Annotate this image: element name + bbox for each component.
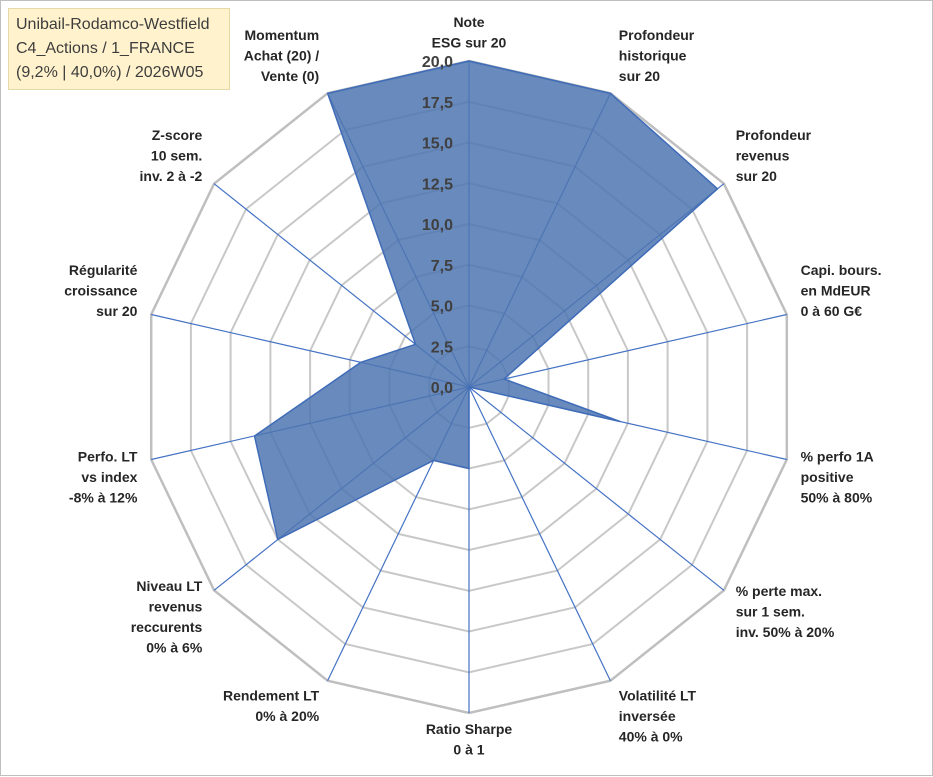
axis-label-line: 0% à 6% (146, 640, 203, 656)
axis-label-line: Profondeur (619, 27, 695, 43)
axis-label-line: 0% à 20% (255, 708, 319, 724)
axis-label: % perfo 1A positive 50% à 80% (801, 448, 874, 505)
radar-series (253, 60, 719, 541)
series-area (253, 60, 719, 541)
axis-label: Z-score 10 sem. inv. 2 à -2 (140, 127, 203, 184)
radar-axis-labels: Note ESG sur 20 Profondeur historique sur 20… (64, 14, 881, 758)
axis-label: Perfo. LT vs index -8% à 12% (69, 448, 138, 505)
spoke-line (468, 386, 725, 591)
axis-label-line: % perte max. (736, 583, 822, 599)
axis-label-line: inversée (619, 708, 676, 724)
axis-label-line: revenus (736, 148, 790, 164)
axis-label-line: revenus (149, 599, 203, 615)
axis-label-line: Perfo. LT (78, 448, 138, 464)
axis-label-line: 50% à 80% (801, 489, 873, 505)
axis-label: Volatilité LT inversée 40% à 0% (619, 688, 697, 745)
axis-label-line: Régularité (69, 262, 138, 278)
axis-label: Profondeur revenus sur 20 (736, 127, 812, 184)
axis-label-line: Note (453, 14, 484, 30)
axis-label-line: vs index (81, 469, 137, 485)
radar-tick-labels: 0,0 2,5 5,0 7,5 10,0 12,5 15,0 17,5 20,0 (422, 54, 453, 397)
axis-label-line: -8% à 12% (69, 489, 138, 505)
axis-label-line: sur 20 (619, 68, 660, 84)
tick-label: 2,5 (431, 339, 453, 356)
axis-label-line: Profondeur (736, 127, 812, 143)
axis-label-line: Rendement LT (223, 688, 320, 704)
axis-label-line: croissance (64, 283, 137, 299)
axis-label: Momentum Achat (20) / Vente (0) (244, 27, 320, 84)
axis-label-line: reccurents (131, 619, 203, 635)
axis-label-line: 40% à 0% (619, 729, 683, 745)
stats-week: (9,2% | 40,0%) / 2026W05 (16, 64, 204, 81)
tick-label: 5,0 (431, 299, 453, 316)
tick-label: 20,0 (422, 54, 453, 71)
axis-label-line: historique (619, 47, 687, 63)
tick-label: 10,0 (422, 217, 453, 234)
axis-label-line: inv. 50% à 20% (736, 624, 835, 640)
axis-label: Ratio Sharpe 0 à 1 (426, 721, 513, 758)
spoke-line (468, 386, 611, 681)
axis-label-line: inv. 2 à -2 (140, 168, 203, 184)
axis-label-line: 0 à 60 G€ (801, 303, 863, 319)
axis-label: Note ESG sur 20 (432, 14, 507, 51)
tick-label: 7,5 (431, 258, 453, 275)
axis-label-line: Niveau LT (136, 578, 202, 594)
axis-label-line: Achat (20) / (244, 47, 320, 63)
axis-label-line: % perfo 1A (801, 448, 874, 464)
axis-label-line: Ratio Sharpe (426, 721, 513, 737)
tick-label: 12,5 (422, 176, 453, 193)
axis-label-line: sur 20 (96, 303, 137, 319)
axis-label-line: 0 à 1 (453, 742, 484, 758)
portfolio-market: C4_Actions / 1_FRANCE (16, 40, 195, 57)
axis-label-line: Capi. bours. (801, 262, 882, 278)
company-name: Unibail-Rodamco-Westfield (16, 16, 210, 33)
axis-label: Profondeur historique sur 20 (619, 27, 695, 84)
tick-label: 0,0 (431, 380, 453, 397)
axis-label-line: ESG sur 20 (432, 35, 507, 51)
axis-label-line: Z-score (152, 127, 203, 143)
tick-label: 15,0 (422, 136, 453, 153)
axis-label-line: en MdEUR (801, 283, 871, 299)
axis-label: Régularité croissance sur 20 (64, 262, 137, 319)
spoke-line (468, 313, 787, 388)
axis-label-line: sur 1 sem. (736, 604, 805, 620)
axis-label-line: 10 sem. (151, 148, 202, 164)
axis-label: Capi. bours. en MdEUR 0 à 60 G€ (801, 262, 882, 319)
axis-label-line: Momentum (245, 27, 320, 43)
axis-label: Niveau LT revenus reccurents 0% à 6% (131, 578, 203, 656)
tick-label: 17,5 (422, 95, 453, 112)
axis-label: Rendement LT 0% à 20% (223, 688, 320, 725)
axis-label-line: Volatilité LT (619, 688, 697, 704)
axis-label-line: sur 20 (736, 168, 777, 184)
axis-label-line: positive (801, 469, 854, 485)
axis-label: % perte max. sur 1 sem. inv. 50% à 20% (736, 583, 835, 640)
info-box: Unibail-Rodamco-Westfield C4_Actions / 1… (8, 8, 230, 90)
axis-label-line: Vente (0) (261, 68, 319, 84)
